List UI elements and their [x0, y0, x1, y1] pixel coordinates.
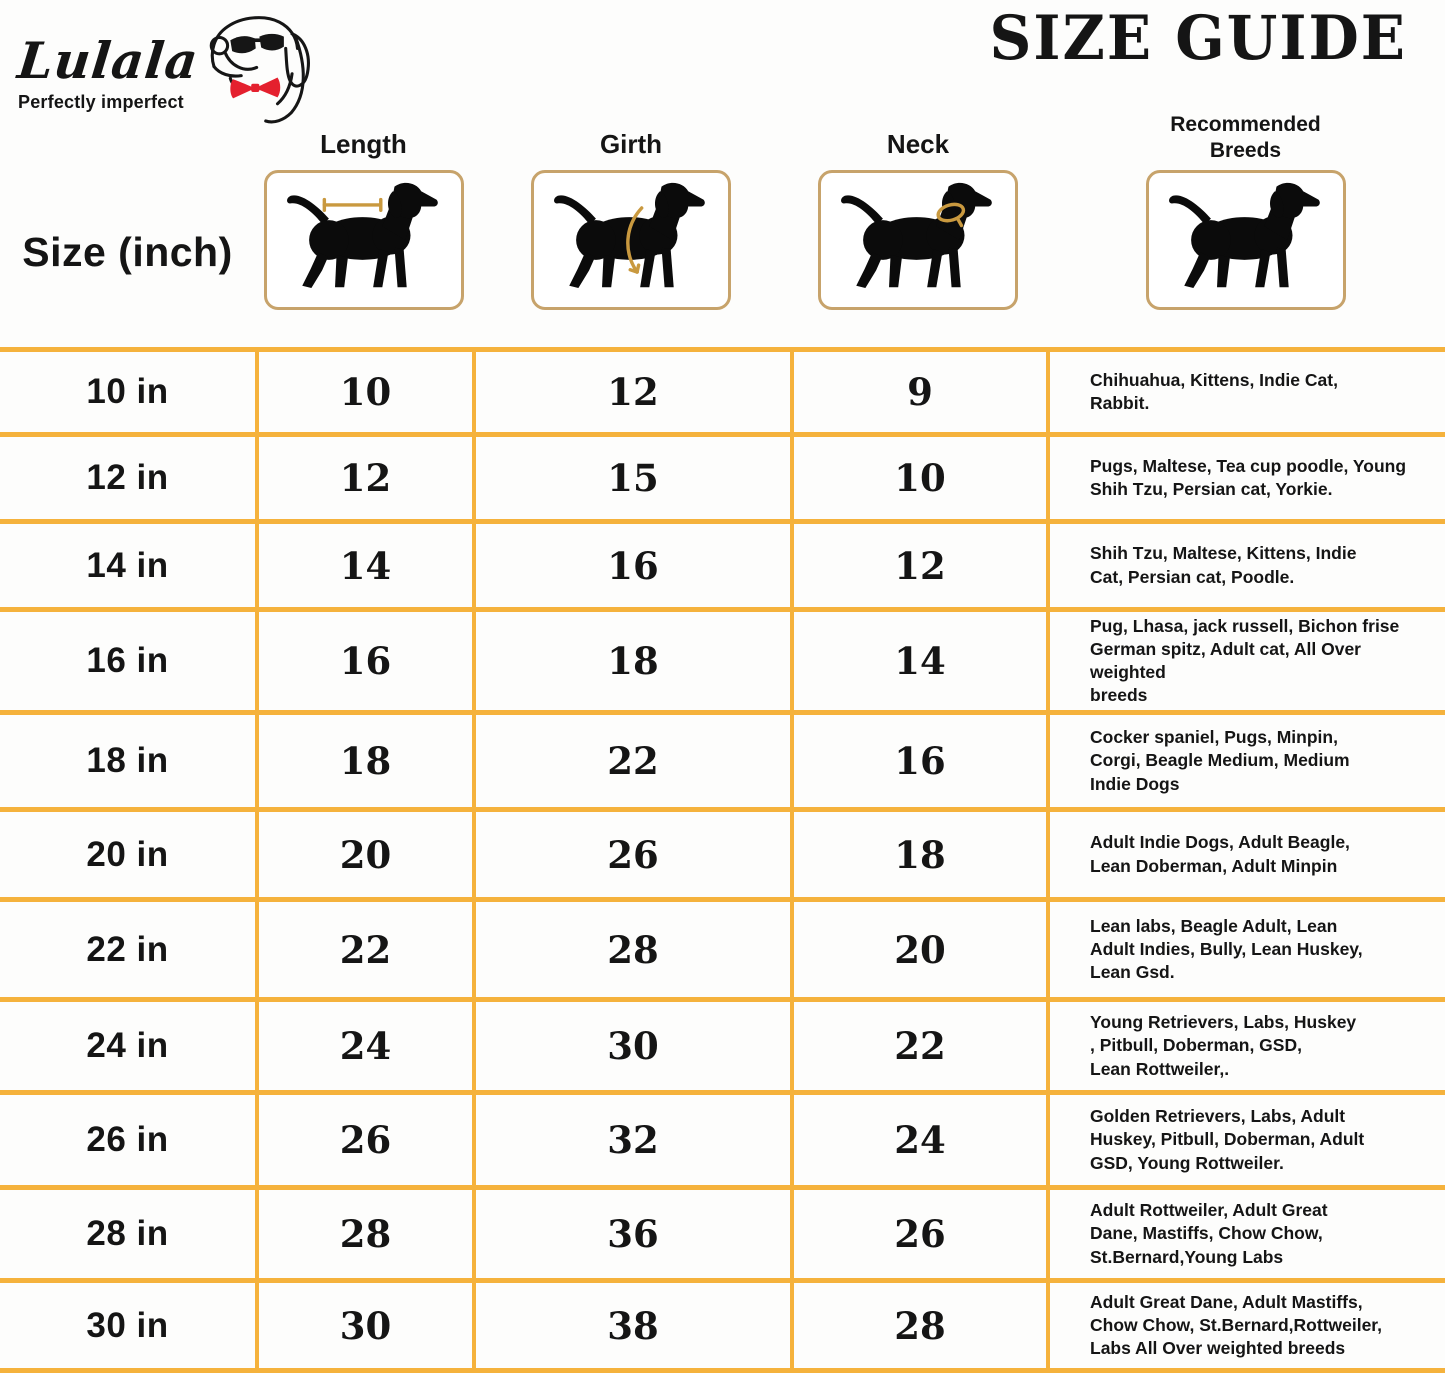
- girth-cell: 32: [472, 1095, 790, 1185]
- girth-cell: 28: [472, 902, 790, 997]
- table-row: 10 in 10 12 9 Chihuahua, Kittens, Indie …: [0, 347, 1445, 432]
- size-cell: 20 in: [86, 834, 169, 874]
- table-row: 20 in 20 26 18 Adult Indie Dogs, Adult B…: [0, 807, 1445, 897]
- breeds-box: [1145, 170, 1346, 310]
- breeds-cell: Adult Great Dane, Adult Mastiffs, Chow C…: [1046, 1283, 1445, 1368]
- neck-cell: 28: [790, 1283, 1046, 1368]
- table-row: 22 in 22 28 20 Lean labs, Beagle Adult, …: [0, 897, 1445, 997]
- size-cell: 24 in: [86, 1026, 169, 1065]
- length-cell: 14: [255, 524, 472, 607]
- girth-cell: 12: [472, 352, 790, 432]
- header: Lulala Perfectly imperfect: [0, 0, 1445, 124]
- column-header-length: Length: [255, 100, 472, 347]
- neck-measure-box: [818, 170, 1018, 310]
- table-row: 16 in 16 18 14 Pug, Lhasa, jack russell,…: [0, 607, 1445, 710]
- breeds-cell: Golden Retrievers, Labs, Adult Huskey, P…: [1046, 1095, 1445, 1185]
- girth-cell: 30: [472, 1002, 790, 1090]
- table-row: 18 in 18 22 16 Cocker spaniel, Pugs, Min…: [0, 710, 1445, 807]
- neck-cell: 26: [790, 1190, 1046, 1278]
- girth-cell: 26: [472, 812, 790, 897]
- recommended-breeds-label: Recommended Breeds: [1170, 112, 1321, 162]
- table-row: 30 in 30 38 28 Adult Great Dane, Adult M…: [0, 1278, 1445, 1368]
- dog-length-measure-icon: [276, 179, 452, 301]
- neck-cell: 10: [790, 437, 1046, 519]
- length-cell: 10: [255, 352, 472, 432]
- length-cell: 12: [255, 437, 472, 519]
- table-row: 24 in 24 30 22 Young Retrievers, Labs, H…: [0, 997, 1445, 1090]
- dog-girth-measure-icon: [543, 179, 719, 301]
- length-cell: 24: [255, 1002, 472, 1090]
- table-row: 28 in 28 36 26 Adult Rottweiler, Adult G…: [0, 1185, 1445, 1278]
- size-cell: 30 in: [86, 1305, 169, 1345]
- table-row: 26 in 26 32 24 Golden Retrievers, Labs, …: [0, 1090, 1445, 1185]
- neck-cell: 24: [790, 1095, 1046, 1185]
- neck-cell: 14: [790, 612, 1046, 710]
- length-label: Length: [320, 129, 407, 159]
- column-header-neck: Neck: [790, 100, 1046, 347]
- sunglasses-icon: [230, 33, 285, 54]
- size-cell: 16 in: [86, 641, 169, 680]
- neck-cell: 12: [790, 524, 1046, 607]
- dog-neck-measure-icon: [830, 179, 1006, 301]
- table-row: 14 in 14 16 12 Shih Tzu, Maltese, Kitten…: [0, 519, 1445, 607]
- column-header-breeds: Recommended Breeds: [1046, 100, 1445, 347]
- size-unit-label: Size (inch): [22, 229, 233, 275]
- length-cell: 18: [255, 715, 472, 807]
- size-cell: 10 in: [86, 372, 169, 411]
- size-cell: 22 in: [86, 929, 169, 969]
- bowtie-icon: [230, 77, 281, 99]
- breeds-cell: Lean labs, Beagle Adult, Lean Adult Indi…: [1046, 902, 1445, 997]
- girth-cell: 18: [472, 612, 790, 710]
- size-cell: 28 in: [86, 1214, 169, 1253]
- breeds-cell: Pugs, Maltese, Tea cup poodle, Young Shi…: [1046, 437, 1445, 519]
- size-cell: 12 in: [86, 458, 169, 497]
- size-cell: 14 in: [86, 545, 169, 585]
- neck-cell: 22: [790, 1002, 1046, 1090]
- length-cell: 22: [255, 902, 472, 997]
- brand-name: Lulala: [14, 31, 202, 90]
- size-table: 10 in 10 12 9 Chihuahua, Kittens, Indie …: [0, 347, 1445, 1373]
- brand-logo: Lulala Perfectly imperfect: [14, 8, 322, 126]
- girth-cell: 38: [472, 1283, 790, 1368]
- neck-cell: 18: [790, 812, 1046, 897]
- breeds-cell: Adult Rottweiler, Adult Great Dane, Mast…: [1046, 1190, 1445, 1278]
- girth-measure-box: [531, 170, 731, 310]
- length-cell: 30: [255, 1283, 472, 1368]
- dog-silhouette-icon: [1158, 179, 1334, 301]
- length-cell: 26: [255, 1095, 472, 1185]
- brand-tagline: Perfectly imperfect: [18, 92, 184, 112]
- girth-cell: 36: [472, 1190, 790, 1278]
- girth-label: Girth: [599, 129, 663, 159]
- dog-with-sunglasses-logo-icon: [210, 16, 311, 124]
- girth-cell: 16: [472, 524, 790, 607]
- girth-cell: 15: [472, 437, 790, 519]
- length-cell: 28: [255, 1190, 472, 1278]
- size-cell: 18 in: [86, 741, 169, 780]
- neck-label: Neck: [886, 129, 950, 159]
- neck-cell: 9: [790, 352, 1046, 432]
- breeds-cell: Pug, Lhasa, jack russell, Bichon frise G…: [1046, 612, 1445, 710]
- page-title: SIZE GUIDE: [989, 2, 1407, 74]
- length-cell: 20: [255, 812, 472, 897]
- column-header-girth: Girth: [472, 100, 790, 347]
- length-measure-box: [263, 170, 464, 310]
- breeds-cell: Adult Indie Dogs, Adult Beagle, Lean Dob…: [1046, 812, 1445, 897]
- breeds-cell: Cocker spaniel, Pugs, Minpin, Corgi, Bea…: [1046, 715, 1445, 807]
- neck-cell: 16: [790, 715, 1046, 807]
- size-cell: 26 in: [86, 1120, 169, 1159]
- table-row: 12 in 12 15 10 Pugs, Maltese, Tea cup po…: [0, 432, 1445, 519]
- breeds-cell: Young Retrievers, Labs, Huskey , Pitbull…: [1046, 1002, 1445, 1090]
- breeds-cell: Shih Tzu, Maltese, Kittens, Indie Cat, P…: [1046, 524, 1445, 607]
- neck-cell: 20: [790, 902, 1046, 997]
- girth-cell: 22: [472, 715, 790, 807]
- length-cell: 16: [255, 612, 472, 710]
- measure-header: Size (inch) Length Girth: [0, 100, 1445, 347]
- breeds-cell: Chihuahua, Kittens, Indie Cat, Rabbit.: [1046, 352, 1445, 432]
